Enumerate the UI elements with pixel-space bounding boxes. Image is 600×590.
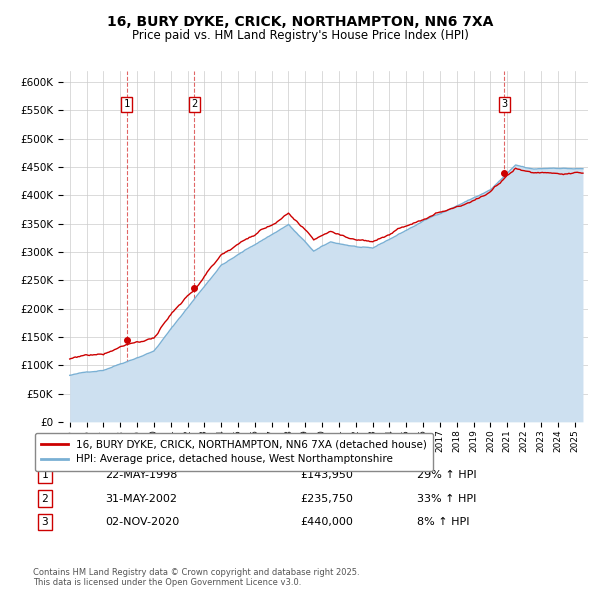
Text: 29% ↑ HPI: 29% ↑ HPI: [417, 470, 476, 480]
Text: Contains HM Land Registry data © Crown copyright and database right 2025.
This d: Contains HM Land Registry data © Crown c…: [33, 568, 359, 587]
Text: 31-MAY-2002: 31-MAY-2002: [105, 494, 177, 503]
Legend: 16, BURY DYKE, CRICK, NORTHAMPTON, NN6 7XA (detached house), HPI: Average price,: 16, BURY DYKE, CRICK, NORTHAMPTON, NN6 7…: [35, 433, 433, 471]
Text: 1: 1: [124, 99, 130, 109]
Text: 3: 3: [501, 99, 508, 109]
Text: 3: 3: [41, 517, 49, 527]
Text: £143,950: £143,950: [300, 470, 353, 480]
Text: £235,750: £235,750: [300, 494, 353, 503]
Text: 2: 2: [191, 99, 197, 109]
Text: 16, BURY DYKE, CRICK, NORTHAMPTON, NN6 7XA: 16, BURY DYKE, CRICK, NORTHAMPTON, NN6 7…: [107, 15, 493, 29]
Text: £440,000: £440,000: [300, 517, 353, 527]
Text: 33% ↑ HPI: 33% ↑ HPI: [417, 494, 476, 503]
Text: 2: 2: [41, 494, 49, 503]
Text: 1: 1: [41, 470, 49, 480]
Text: 8% ↑ HPI: 8% ↑ HPI: [417, 517, 469, 527]
Text: 22-MAY-1998: 22-MAY-1998: [105, 470, 178, 480]
Text: Price paid vs. HM Land Registry's House Price Index (HPI): Price paid vs. HM Land Registry's House …: [131, 30, 469, 42]
Text: 02-NOV-2020: 02-NOV-2020: [105, 517, 179, 527]
